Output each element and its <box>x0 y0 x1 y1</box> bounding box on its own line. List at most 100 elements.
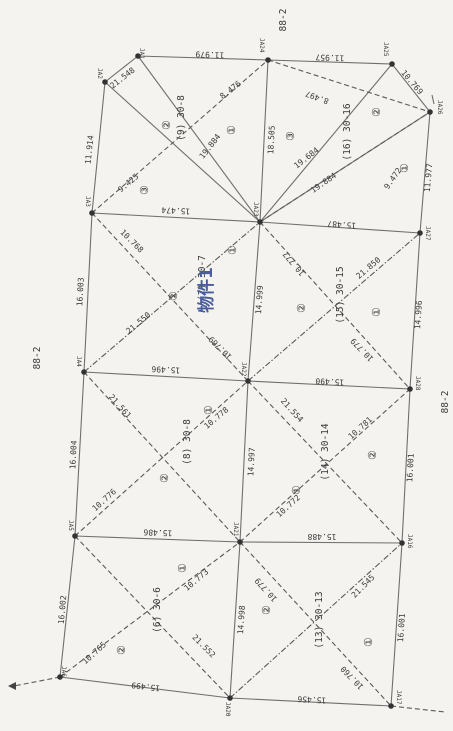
top-fan-line-2 <box>104 81 261 223</box>
extension-lines <box>8 94 446 713</box>
side-measurement: 14.999 <box>254 285 265 315</box>
part-marker: ② <box>115 645 128 655</box>
cross-line-2-right <box>247 380 411 390</box>
top-fan-line-3 <box>259 63 393 223</box>
diagonal <box>247 380 403 544</box>
point-code: JA1 <box>138 48 145 59</box>
part-marker: ① <box>202 405 215 415</box>
side-measurement: 14.997 <box>246 447 257 477</box>
diagonal <box>74 380 249 537</box>
point-code: JA16 <box>406 534 413 549</box>
point-code: JA20 <box>224 702 231 717</box>
part-marker: ② <box>167 291 180 301</box>
subdivision-label: (14) 30-14 <box>320 423 331 480</box>
part-marker: ① <box>226 245 239 255</box>
part-marker: ② <box>366 450 379 460</box>
part-marker: ① <box>398 163 411 173</box>
point-code: JA28 <box>414 376 421 391</box>
adjacent-lot-labels: 88-2 88-2 88-2 <box>32 9 451 414</box>
extension-line-right <box>390 705 446 713</box>
adjacent-lot-label: 88-2 <box>32 347 43 370</box>
side-measurement: 18.505 <box>266 125 277 155</box>
part-marker: ② <box>370 107 383 117</box>
point-code: JA27 <box>424 226 431 241</box>
side-measurement-labels: 11.979 11.957 11.914 11.977 16.003 14.99… <box>57 49 435 704</box>
survey-point <box>89 210 95 216</box>
point-code: JA22 <box>240 362 247 377</box>
diagonal <box>247 232 421 382</box>
survey-point <box>81 369 87 375</box>
survey-point <box>245 378 251 384</box>
side-measurement: 16.004 <box>68 440 79 470</box>
survey-point <box>389 61 395 67</box>
bottom-boundary-left <box>59 676 231 699</box>
survey-point <box>388 703 394 709</box>
survey-point <box>102 79 108 85</box>
part-marker: ① <box>225 125 238 135</box>
side-measurement: 15.490 <box>315 376 345 387</box>
lot-boundary-lines <box>59 55 431 707</box>
part-marker: ① <box>176 563 189 573</box>
diagonal <box>239 388 411 543</box>
top-fan-line-1 <box>137 55 261 223</box>
side-measurement: 16.002 <box>57 595 69 625</box>
point-code: JA2 <box>96 68 103 79</box>
adjacent-lot-label: 88-2 <box>440 391 451 414</box>
subdivision-label: (7) 30-7 <box>197 255 208 301</box>
side-measurement: 15.487 <box>327 219 357 230</box>
survey-point <box>227 695 233 701</box>
diagonal <box>59 541 241 678</box>
diagonal <box>83 221 261 373</box>
survey-point <box>237 539 243 545</box>
side-measurement: 15.486 <box>143 527 172 537</box>
survey-point <box>417 230 423 236</box>
point-code: JA24 <box>258 38 265 53</box>
diagonal <box>239 541 392 707</box>
side-measurement: 15.488 <box>307 532 336 541</box>
arrow-left-icon <box>8 682 16 690</box>
diagonal <box>259 111 431 223</box>
subdivision-label: (13) 30-13 <box>314 591 325 648</box>
cross-line-1-right <box>259 221 421 234</box>
margin-tick <box>431 94 435 105</box>
diagonal <box>91 212 249 382</box>
part-marker: ① <box>290 485 303 495</box>
side-measurement: 11.914 <box>84 135 96 165</box>
subdivision-label: (8) 30-8 <box>182 419 193 465</box>
point-code: JA23 <box>252 202 259 217</box>
side-measurement: 15.456 <box>297 694 327 705</box>
survey-point <box>57 674 63 680</box>
diagonal <box>267 59 431 113</box>
cross-line-1-left <box>91 212 261 223</box>
side-measurement: 16.001 <box>396 613 407 643</box>
diagonal <box>229 542 403 699</box>
side-measurement: 11.977 <box>423 163 435 193</box>
survey-point <box>257 219 263 225</box>
side-measurement: 14.998 <box>236 605 247 635</box>
side-measurement: 15.496 <box>151 364 181 375</box>
diagonal <box>74 535 231 699</box>
survey-point <box>135 53 141 59</box>
point-code: JA26 <box>436 100 443 115</box>
subdivision-label: (9) 30-8 <box>176 95 187 141</box>
part-marker: ① <box>370 307 383 317</box>
diagonal <box>83 371 241 543</box>
diagonal <box>91 59 269 214</box>
cross-line-2-left <box>83 371 249 382</box>
point-code: JA17 <box>395 690 402 705</box>
survey-point <box>72 533 78 539</box>
point-code: JA4 <box>75 356 82 367</box>
point-code: JA6 <box>60 666 67 677</box>
side-measurement: 14.996 <box>413 300 424 330</box>
part-markers: ① ② ③ ① ② ③ ① ② ① ② ① ② ① ② ① ② ① ② <box>115 107 411 655</box>
part-marker: ② <box>295 303 308 313</box>
bottom-boundary-right <box>229 697 392 707</box>
side-measurement: 11.957 <box>315 52 344 62</box>
point-code: JA3 <box>84 196 91 207</box>
survey-point <box>265 57 271 63</box>
subdivision-label: (6) 30-6 <box>152 587 163 633</box>
part-marker: ③ <box>138 185 151 195</box>
survey-point <box>407 386 413 392</box>
part-marker: ② <box>260 605 273 615</box>
